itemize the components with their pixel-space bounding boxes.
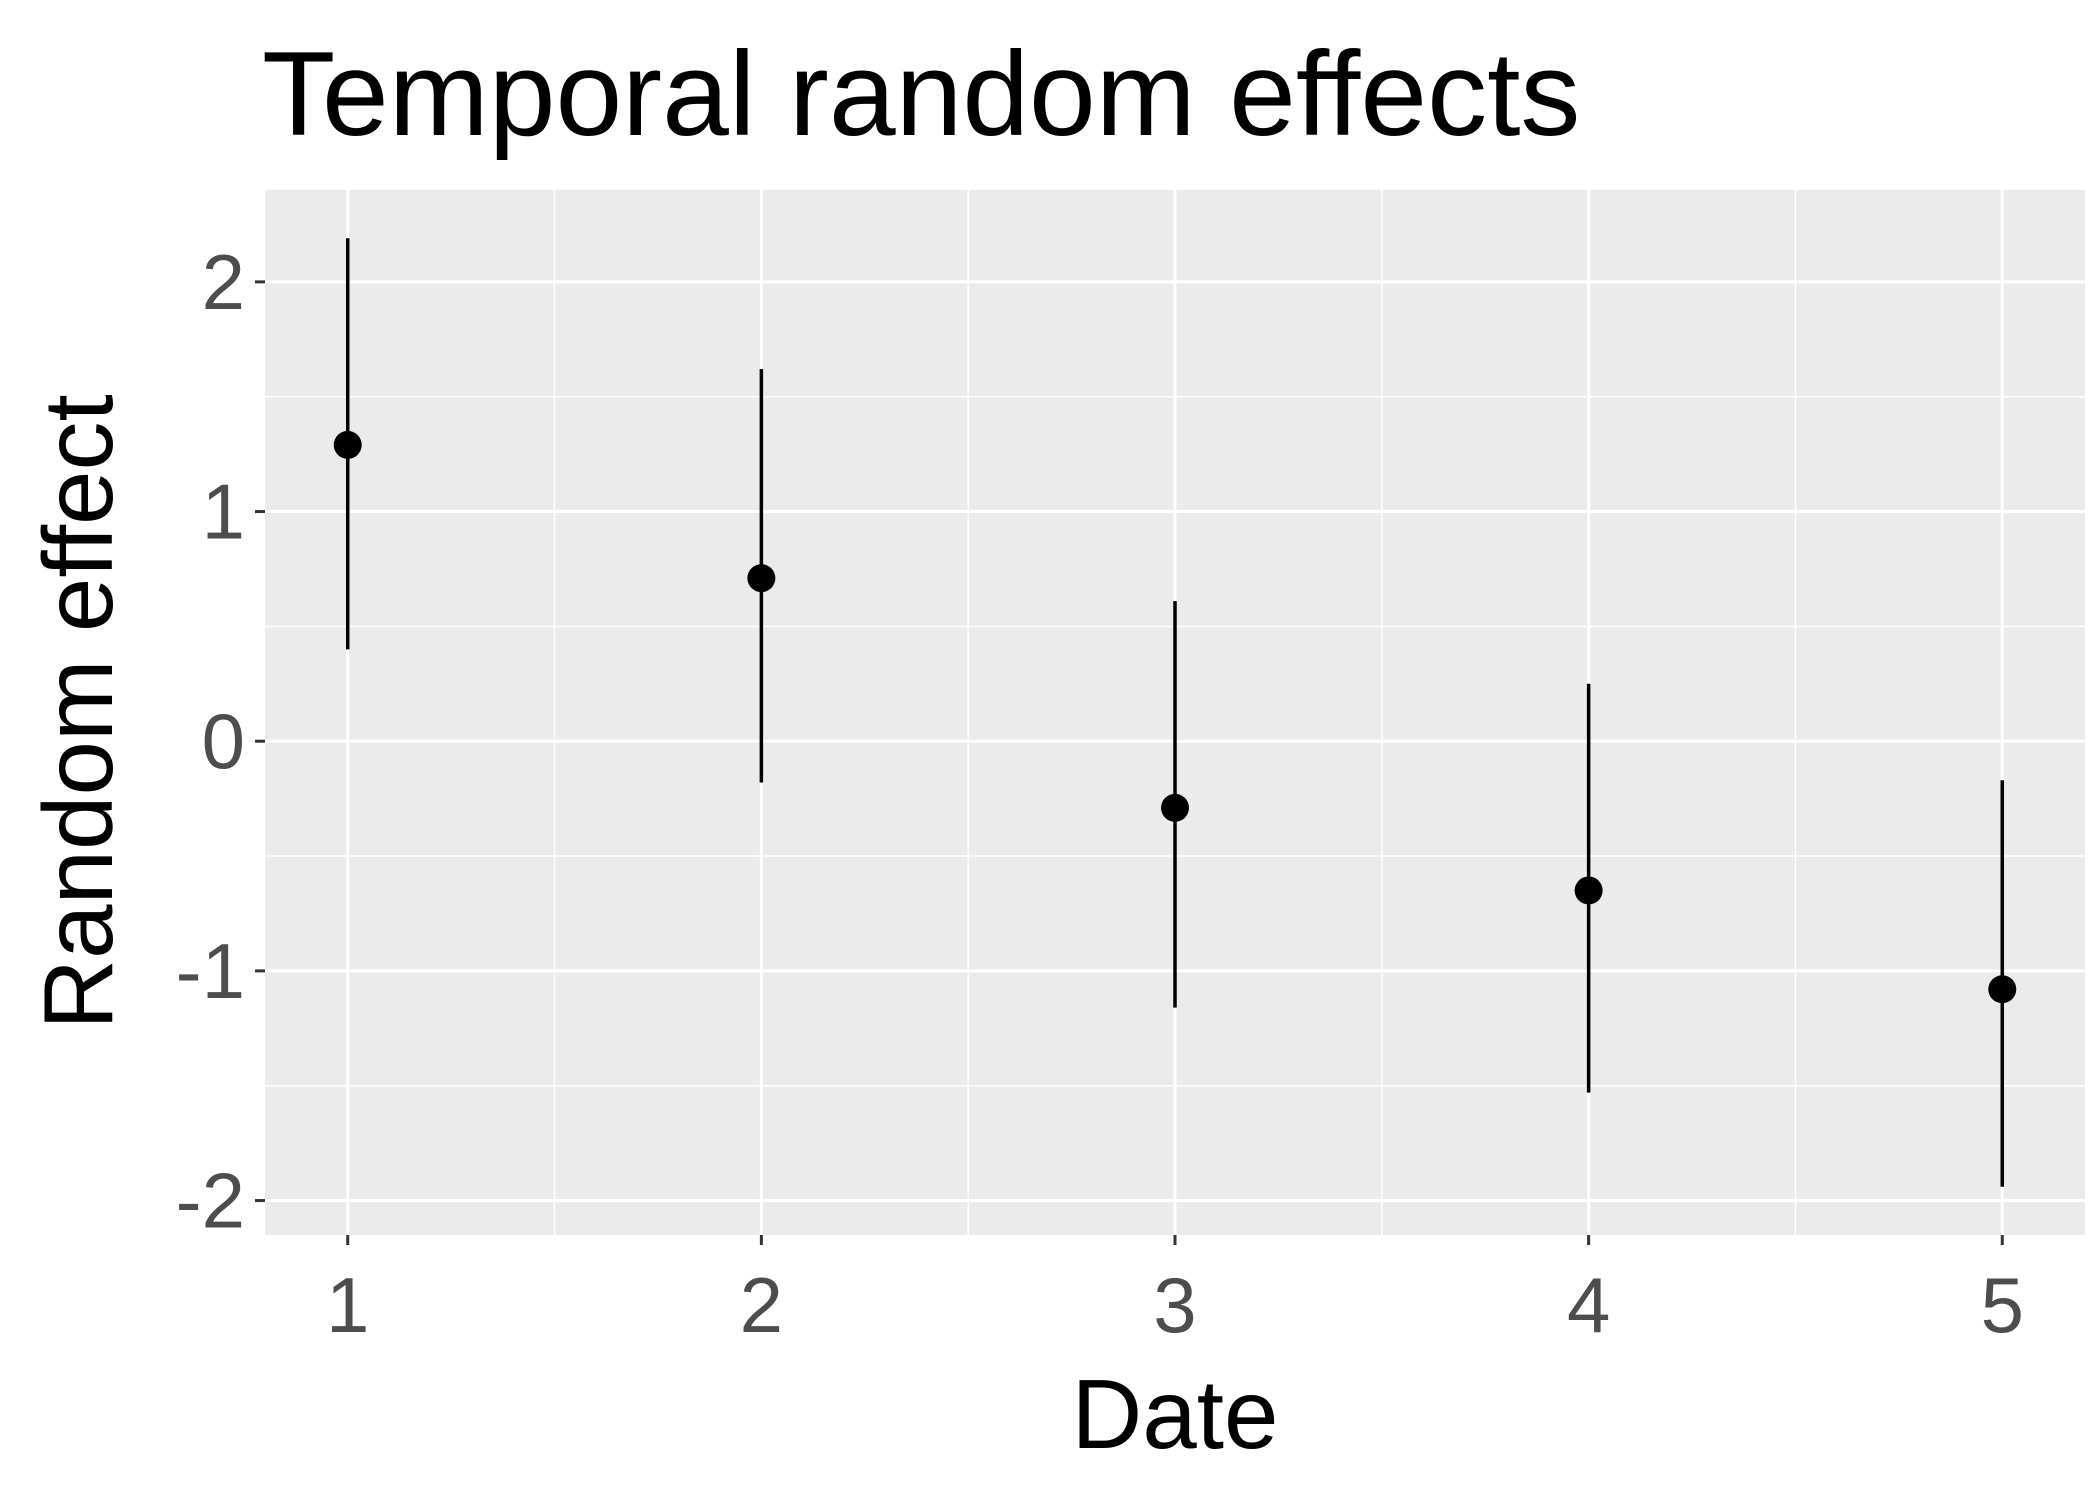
y-tick-label: -1 — [176, 927, 245, 1015]
x-tick-label: 2 — [740, 1261, 783, 1349]
axes: -2 -1 0 1 2 1 2 3 4 5 — [176, 238, 2024, 1349]
y-tick-label: -2 — [176, 1157, 245, 1245]
data-point — [333, 430, 362, 459]
x-tick-label: 4 — [1567, 1261, 1610, 1349]
data-marks — [333, 238, 2017, 1187]
y-tick-label: 2 — [202, 238, 245, 326]
x-axis-title: Date — [1071, 1359, 1278, 1469]
y-axis-title: Random effect — [23, 394, 133, 1030]
x-tick-label: 3 — [1153, 1261, 1196, 1349]
x-tick-label: 1 — [326, 1261, 369, 1349]
y-tick-label: 1 — [202, 468, 245, 556]
data-point — [1988, 975, 2017, 1004]
y-tick-label: 0 — [202, 697, 245, 785]
data-point — [1161, 793, 1189, 822]
chart-title: Temporal random effects — [262, 27, 1580, 161]
x-tick-label: 5 — [1981, 1261, 2024, 1349]
data-point — [1574, 876, 1603, 905]
data-point — [747, 564, 776, 593]
